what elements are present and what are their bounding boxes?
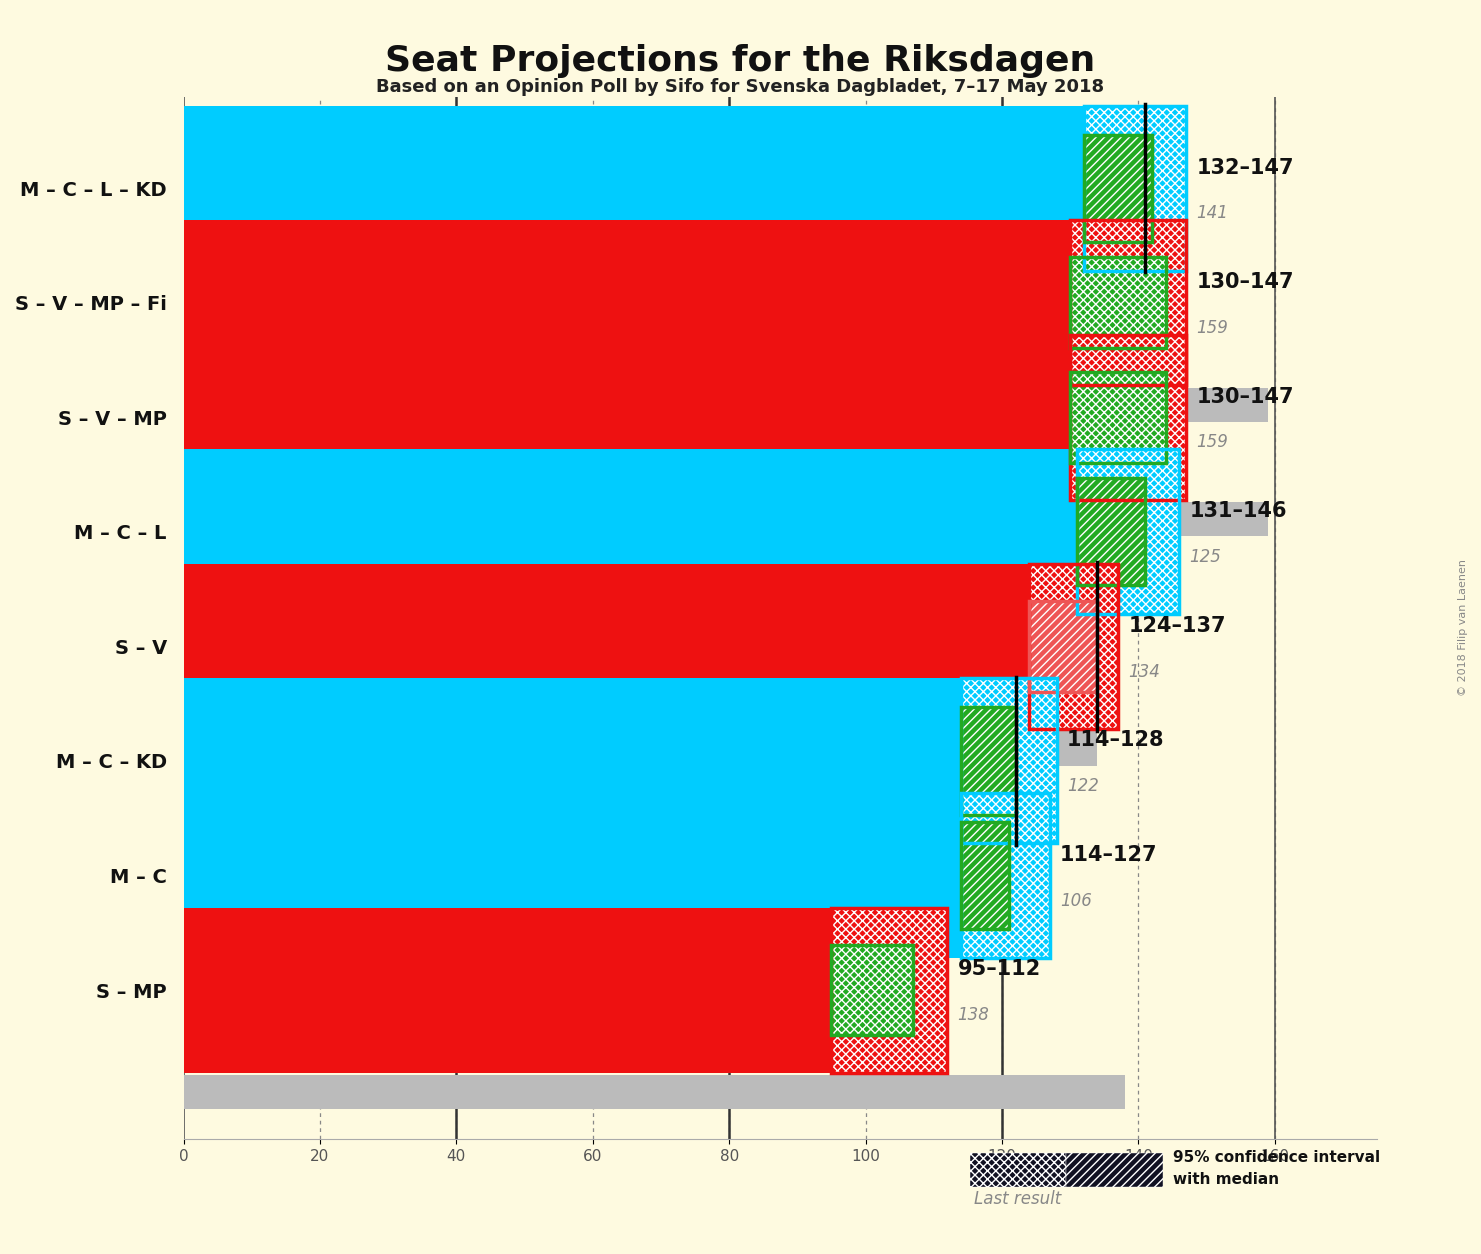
Bar	[184, 617, 1037, 651]
Bar	[184, 969, 831, 1011]
Bar	[184, 335, 1186, 500]
Text: 159: 159	[1197, 319, 1228, 337]
Bar	[184, 387, 1268, 421]
Bar	[184, 961, 906, 994]
Bar	[1077, 478, 1145, 586]
Bar	[1084, 134, 1152, 242]
Bar	[184, 134, 1152, 242]
Bar	[1029, 601, 1097, 692]
Bar	[1077, 478, 1145, 586]
Bar	[961, 793, 1050, 958]
Text: 106: 106	[1060, 892, 1091, 909]
Bar	[184, 372, 1166, 463]
Text: 141: 141	[1197, 204, 1228, 222]
Bar	[184, 678, 1056, 844]
Bar	[184, 105, 1186, 271]
Text: Seat Projections for the Riksdagen: Seat Projections for the Riksdagen	[385, 44, 1096, 78]
Bar	[184, 1075, 1124, 1110]
Text: 134: 134	[1129, 662, 1160, 681]
Bar	[184, 844, 961, 907]
Bar	[961, 707, 1016, 815]
Bar	[1071, 257, 1166, 349]
Bar	[1071, 221, 1186, 385]
Bar	[1071, 335, 1186, 500]
Text: 114–127: 114–127	[1060, 845, 1158, 865]
Text: 132–147: 132–147	[1197, 158, 1294, 178]
Bar	[184, 257, 1166, 349]
Bar	[184, 282, 1071, 324]
Bar	[961, 821, 1009, 929]
Text: 130–147: 130–147	[1197, 386, 1294, 406]
Bar	[961, 678, 1056, 844]
Bar	[184, 944, 914, 1036]
Bar	[184, 221, 1186, 385]
Bar	[1029, 564, 1118, 729]
Bar	[1066, 1154, 1163, 1186]
Bar	[1077, 449, 1179, 614]
Text: 122: 122	[1066, 777, 1099, 795]
Text: 130–147: 130–147	[1197, 272, 1294, 292]
Bar	[184, 396, 1071, 438]
Bar	[184, 478, 1145, 586]
Text: 159: 159	[1197, 434, 1228, 451]
Bar	[184, 730, 961, 793]
Bar	[961, 707, 1016, 815]
Bar	[970, 1154, 1066, 1186]
Bar	[1077, 449, 1179, 614]
Bar	[184, 273, 1145, 307]
Text: 124–137: 124–137	[1129, 616, 1226, 636]
Bar	[1071, 372, 1166, 463]
Bar	[1071, 221, 1186, 385]
Bar	[184, 500, 1077, 563]
Bar	[184, 793, 1050, 958]
Text: Last result: Last result	[974, 1190, 1062, 1208]
Bar	[1084, 105, 1186, 271]
Bar	[184, 502, 1268, 537]
Text: with median: with median	[1173, 1171, 1280, 1186]
Bar	[184, 845, 1016, 880]
Bar	[831, 944, 914, 1036]
Text: 95–112: 95–112	[958, 959, 1041, 979]
Text: © 2018 Filip van Laenen: © 2018 Filip van Laenen	[1459, 558, 1468, 696]
Bar	[831, 944, 914, 1036]
Bar	[1071, 335, 1186, 500]
Bar	[1029, 601, 1097, 692]
Bar	[831, 908, 948, 1072]
Bar	[184, 449, 1179, 614]
Bar	[1071, 257, 1166, 349]
Bar	[1071, 372, 1166, 463]
Bar	[184, 564, 1118, 729]
Bar	[184, 731, 1097, 765]
Bar	[1029, 564, 1118, 729]
Text: 125: 125	[1189, 548, 1222, 566]
Bar	[961, 793, 1050, 958]
Bar	[184, 707, 1016, 815]
Bar	[184, 908, 948, 1072]
Bar	[184, 821, 1009, 929]
Text: 138: 138	[958, 1006, 989, 1025]
Bar	[1084, 134, 1152, 242]
Text: 114–128: 114–128	[1066, 730, 1164, 750]
Bar	[1084, 105, 1186, 271]
Text: 95% confidence interval: 95% confidence interval	[1173, 1150, 1380, 1165]
Bar	[831, 908, 948, 1072]
Bar	[961, 678, 1056, 844]
Bar	[961, 821, 1009, 929]
Text: Based on an Opinion Poll by Sifo for Svenska Dagbladet, 7–17 May 2018: Based on an Opinion Poll by Sifo for Sve…	[376, 78, 1105, 95]
Bar	[184, 601, 1029, 692]
Text: 131–146: 131–146	[1189, 502, 1287, 522]
Bar	[184, 157, 1084, 219]
